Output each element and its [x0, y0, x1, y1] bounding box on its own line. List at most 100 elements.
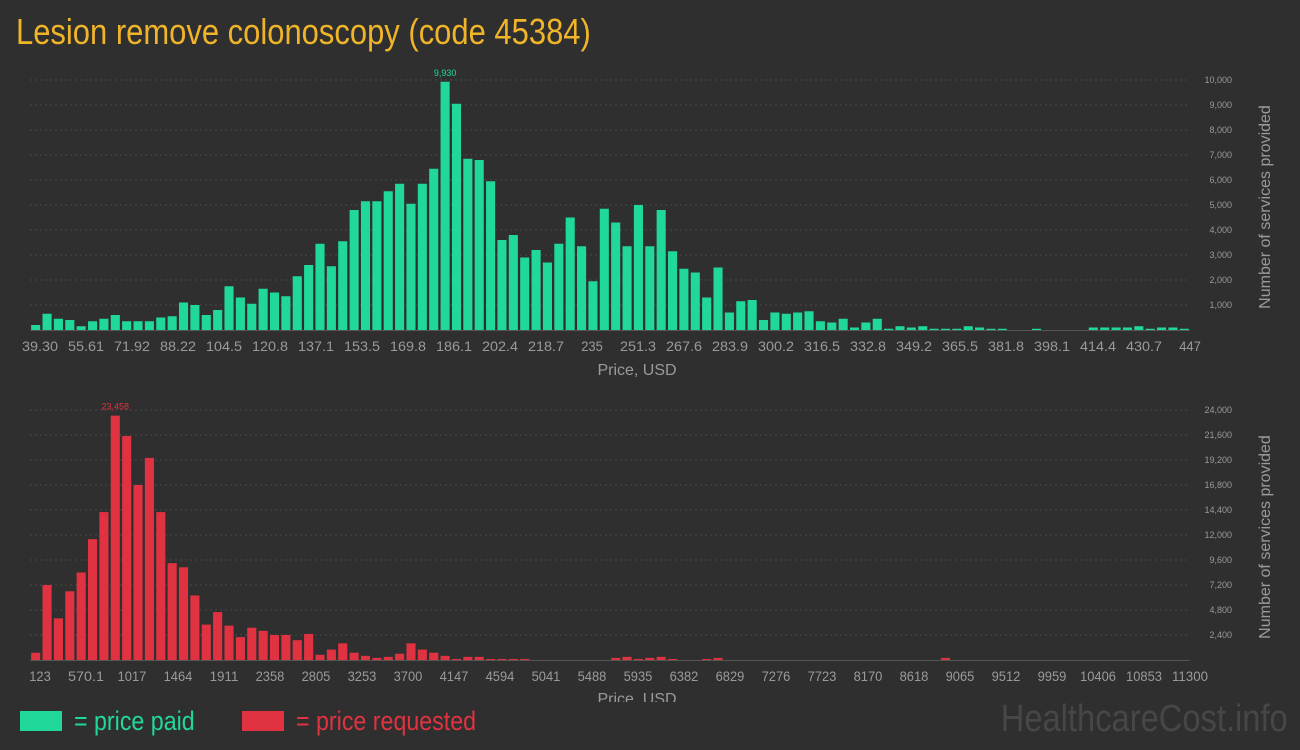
bar [156, 512, 166, 660]
bars [31, 415, 951, 660]
bar [497, 658, 507, 660]
y-tick-label: 10,000 [1204, 75, 1232, 85]
x-tick-label: 381.8 [988, 338, 1024, 354]
bar [406, 643, 416, 660]
x-tick-label: 7723 [808, 668, 837, 684]
bar [269, 292, 280, 330]
y-tick-label: 9,000 [1209, 100, 1232, 110]
bar [497, 240, 507, 330]
bar [178, 302, 189, 330]
bar [156, 317, 166, 330]
bar [975, 327, 985, 330]
bar [326, 266, 336, 330]
bar [201, 315, 211, 330]
bar [702, 658, 712, 660]
y-tick-label: 7,200 [1209, 580, 1232, 590]
x-tick-label: 5935 [624, 668, 653, 684]
bar [110, 315, 120, 330]
bar [645, 246, 655, 330]
bar [99, 512, 109, 660]
y-tick-label: 7,000 [1209, 150, 1232, 160]
x-tick-label: 123 [29, 668, 51, 684]
bar [474, 160, 484, 330]
bar [929, 328, 939, 330]
bar [622, 656, 632, 660]
y-axis: 2,400 4,800 7,200 9,600 12,000 14,400 16,800 19… [1204, 405, 1232, 640]
bar [429, 652, 439, 660]
y-tick-label: 16,800 [1204, 480, 1232, 490]
bar [838, 318, 848, 330]
bar [952, 328, 962, 330]
x-tick-label: 365.5 [942, 338, 978, 354]
bar [304, 265, 314, 330]
bar [88, 539, 98, 660]
bar [349, 652, 359, 660]
bar [451, 103, 462, 330]
x-tick-label: 169.8 [390, 338, 426, 354]
legend-item-paid: = price paid [20, 706, 214, 737]
bar [679, 268, 689, 330]
x-tick-label: 104.5 [206, 338, 242, 354]
bar [827, 322, 837, 330]
x-tick-label: 5488 [578, 668, 607, 684]
bar [42, 585, 52, 660]
bar [99, 318, 109, 330]
x-tick-label: 71.92 [114, 338, 150, 354]
x-tick-label: 137.1 [298, 338, 334, 354]
bar [406, 203, 416, 330]
x-axis-label: Price, USD [597, 362, 676, 379]
bar [190, 305, 200, 330]
bar [281, 296, 291, 330]
peak-value-label: 23,458 [102, 402, 130, 412]
x-tick-label: 414.4 [1080, 338, 1116, 354]
bar [304, 633, 314, 660]
y-tick-label: 21,600 [1204, 430, 1232, 440]
x-tick-label: 8618 [900, 668, 929, 684]
x-tick-label: 300.2 [758, 338, 794, 354]
legend-swatch-requested [242, 711, 285, 731]
bar [247, 627, 257, 660]
bar [906, 327, 916, 330]
bar [315, 243, 325, 330]
bar [815, 321, 825, 330]
bar [122, 321, 132, 330]
bar [122, 436, 132, 660]
grid-lines [30, 409, 1190, 636]
y-tick-label: 2,000 [1209, 275, 1232, 285]
y-tick-label: 2,400 [1209, 630, 1232, 640]
x-tick-label: 10406 [1080, 668, 1116, 684]
bar [178, 567, 189, 660]
x-tick-label: 9512 [992, 668, 1021, 684]
x-tick-label: 283.9 [712, 338, 748, 354]
bar [747, 300, 757, 330]
x-tick-label: 55.61 [68, 338, 104, 354]
bar [292, 640, 302, 660]
x-tick-label: 1464 [164, 668, 193, 684]
x-tick-label: 3700 [394, 668, 423, 684]
bar [508, 235, 518, 330]
bar [167, 316, 177, 330]
x-tick-label: 2805 [302, 668, 331, 684]
bar [633, 205, 643, 330]
bar [645, 657, 655, 660]
legend: = price paid = price requested [20, 706, 542, 736]
y-tick-label: 12,000 [1204, 530, 1232, 540]
chart-price-paid: 1,000 2,000 3,000 4,000 5,000 6,000 7,000 8,000… [22, 68, 1274, 379]
x-tick-label: 5041 [532, 668, 561, 684]
y-axis-label: Number of services provided [1257, 105, 1274, 309]
x-tick-label: 3253 [348, 668, 377, 684]
bar [65, 591, 75, 660]
bar [861, 322, 871, 330]
legend-label-paid: = price paid [74, 705, 195, 736]
bars [31, 81, 1189, 330]
bar [1088, 327, 1098, 330]
bar [565, 217, 575, 330]
bar [429, 168, 439, 330]
bar [224, 286, 234, 330]
x-tick-label: 6829 [716, 668, 745, 684]
bar [849, 327, 860, 330]
x-tick-label: 4147 [440, 668, 469, 684]
bar [372, 657, 382, 660]
x-tick-label: 8170 [854, 668, 883, 684]
bar [474, 656, 484, 660]
